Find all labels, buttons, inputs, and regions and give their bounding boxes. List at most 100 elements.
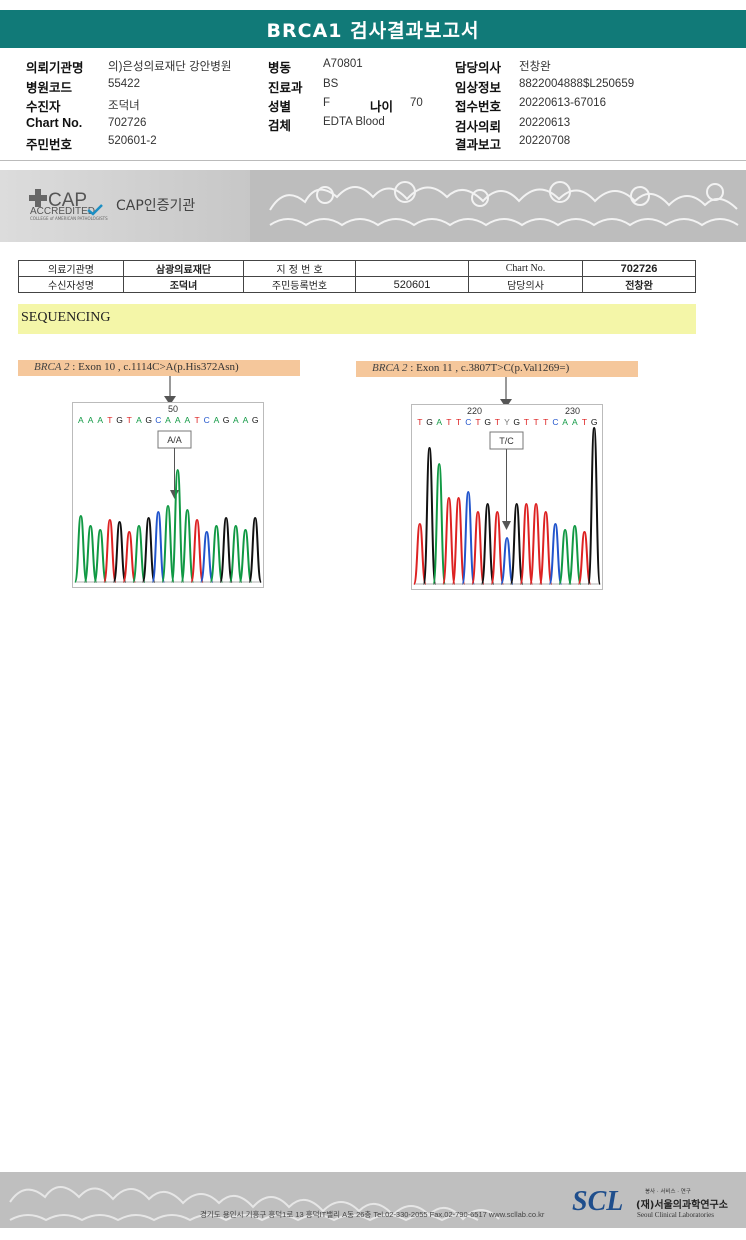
base-letter: C: [552, 417, 558, 427]
cap-college: COLLEGE of AMERICAN PATHOLOGISTS: [30, 216, 108, 221]
base-letter: A: [165, 415, 171, 425]
trace-peak: [567, 524, 582, 585]
ward-label: 병동: [268, 60, 292, 75]
cloud-pattern: [269, 181, 739, 227]
trace-peak: [538, 510, 553, 585]
request-value: 20220613: [519, 117, 571, 129]
cap-cross-icon: [29, 189, 47, 207]
variant2-call: T/C: [499, 436, 514, 446]
trace-peak: [93, 528, 108, 583]
base-letter: T: [582, 417, 587, 427]
trace-peak: [500, 536, 514, 585]
base-letter: A: [572, 417, 578, 427]
variant1-arrow-icon: [164, 376, 176, 405]
age-label: 나이: [370, 99, 394, 114]
variant1-call: A/A: [167, 435, 182, 445]
trace-peak: [519, 502, 534, 585]
trace-peak: [73, 514, 88, 583]
base-letter: C: [465, 417, 471, 427]
base-letter: T: [446, 417, 451, 427]
summary-chart-label: Chart No.: [468, 260, 583, 277]
base-letter: A: [214, 415, 220, 425]
trace-peak: [199, 530, 214, 583]
base-letter: A: [97, 415, 103, 425]
specimen-value: EDTA Blood: [323, 116, 385, 128]
variant2-gene: BRCA 2: [372, 362, 408, 374]
cap-org-label: CAP인증기관: [116, 198, 196, 214]
chart-no-label: Chart No.: [26, 116, 83, 130]
trace-peak: [587, 426, 602, 585]
base-letter: A: [185, 415, 191, 425]
variant2-position2: 230: [565, 406, 580, 416]
variant1-label: BRCA 2 : Exon 10 , c.1114C>A(p.His372Asn…: [18, 360, 300, 376]
summary-chart-value: 702726: [582, 260, 696, 277]
base-letter: G: [252, 415, 259, 425]
base-letter: A: [175, 415, 181, 425]
variant2-detail: : Exon 11 , c.3807T>C(p.Val1269=): [410, 362, 570, 374]
variant2-call-arrow-icon: [502, 521, 511, 530]
summary-table: 의료기관명 삼광의료재단 지 정 번 호 Chart No. 702726 수신…: [18, 260, 696, 293]
footer-address: 경기도 용인시 기흥구 흥덕1로 13 흥덕IT밸리 A동 26층 Tel.02…: [200, 1210, 545, 1219]
cap-logo: CAP: [48, 190, 88, 211]
department-label: 진료과: [268, 80, 303, 95]
info-divider: [0, 160, 746, 161]
summary-rrn-value: 520601: [355, 276, 469, 293]
base-letter: T: [524, 417, 529, 427]
request-label: 검사의뢰: [455, 119, 502, 134]
base-letter: A: [136, 415, 142, 425]
report-date-label: 결과보고: [455, 137, 502, 152]
base-letter: A: [88, 415, 94, 425]
summary-inst-label: 의료기관명: [18, 260, 124, 277]
trace-peak: [558, 528, 573, 585]
cap-banner: [0, 170, 746, 242]
check-icon: [87, 204, 103, 216]
trace-peak: [131, 524, 146, 583]
trace-peak: [102, 518, 117, 583]
clinical-value: 8822004888$L250659: [519, 78, 635, 90]
trace-peak: [529, 502, 544, 585]
trace-peak: [248, 516, 263, 583]
trace-peak: [432, 462, 447, 585]
summary-doctor-label: 담당의사: [468, 276, 583, 293]
footer-cloud-pattern: [9, 1186, 500, 1222]
sequencing-header: SEQUENCING: [18, 304, 696, 334]
base-letter: T: [475, 417, 480, 427]
trace-peak: [190, 518, 205, 583]
specimen-label: 검체: [268, 118, 292, 133]
base-letter: G: [484, 417, 491, 427]
summary-designation-label: 지 정 번 호: [243, 260, 356, 277]
base-letter: T: [107, 415, 112, 425]
trace-peak: [209, 524, 224, 583]
institution-value: 의)은성의료재단 강안병원: [108, 61, 232, 73]
trace-peak: [480, 502, 495, 585]
base-letter: T: [533, 417, 538, 427]
institution-label: 의뢰기관명: [26, 60, 84, 75]
base-letter: C: [204, 415, 210, 425]
base-letter: T: [417, 417, 422, 427]
summary-name-label: 수신자성명: [18, 276, 124, 293]
footer-org-name-ko: (재)서울의과학연구소: [636, 1200, 728, 1211]
base-letter: C: [155, 415, 161, 425]
age-value: 70: [410, 97, 423, 109]
doctor-label: 담당의사: [455, 60, 502, 75]
base-letter: T: [127, 415, 132, 425]
summary-doctor-value: 전창완: [582, 276, 696, 293]
ward-value: A70801: [323, 58, 363, 70]
variant1-gene: BRCA 2: [34, 361, 70, 373]
trace-peak: [170, 468, 185, 583]
table-row: 수신자성명 조덕녀 주민등록번호 520601 담당의사 전창완: [18, 276, 696, 293]
id-value: 520601-2: [108, 135, 157, 147]
report-date-value: 20220708: [519, 135, 571, 147]
base-letter: G: [426, 417, 433, 427]
receipt-label: 접수번호: [455, 99, 502, 114]
hospital-code-label: 병원코드: [26, 80, 73, 95]
trace-peak: [238, 528, 253, 583]
hospital-code-value: 55422: [108, 78, 140, 90]
trace-peak: [470, 510, 485, 585]
trace-peak: [141, 516, 156, 583]
trace-peak: [122, 530, 137, 583]
trace-peak: [577, 530, 592, 585]
trace-peak: [180, 508, 195, 583]
